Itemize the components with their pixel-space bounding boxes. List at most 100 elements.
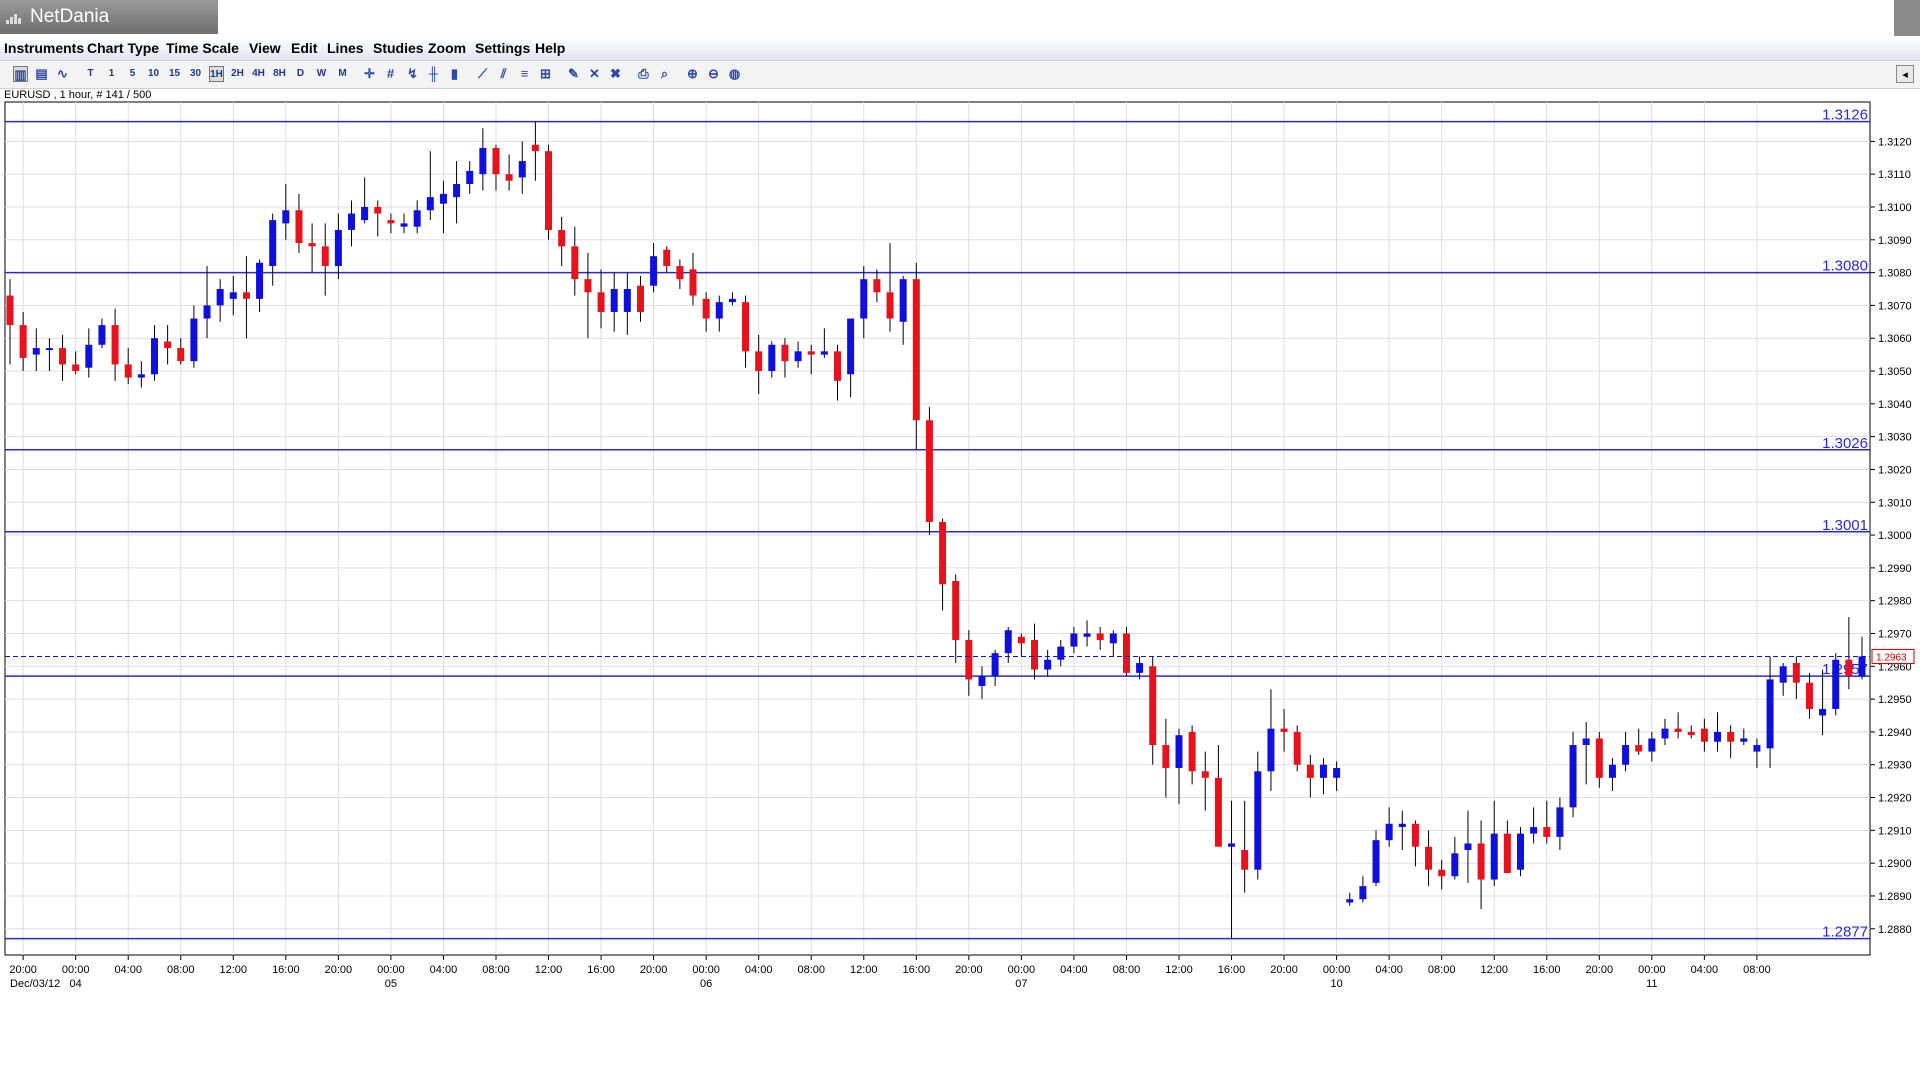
- timeframe-day[interactable]: D: [296, 68, 305, 79]
- level-label: 1.3126: [1822, 107, 1868, 124]
- zoom-reset-icon[interactable]: ◍: [728, 66, 741, 81]
- candle-body: [1188, 731, 1196, 772]
- candle-body: [715, 302, 723, 319]
- y-tick-label: 1.2960: [1878, 661, 1912, 673]
- y-tick-label: 1.2980: [1878, 596, 1912, 608]
- draw-channel-icon[interactable]: ⫽: [500, 66, 507, 81]
- candle-body: [978, 676, 986, 686]
- timeframe-1m[interactable]: 1: [108, 68, 115, 79]
- bar-chart-icon[interactable]: ▤: [35, 66, 48, 81]
- panel-toggle-icon[interactable]: ◂: [1896, 65, 1914, 83]
- line-chart-icon[interactable]: ∿: [57, 66, 68, 81]
- x-tick-label: 12:00: [1165, 964, 1193, 976]
- print-preview-icon[interactable]: ⌕: [660, 66, 669, 81]
- menu-time-scale[interactable]: Time Scale: [166, 40, 239, 56]
- timeframe-1h[interactable]: 1H: [209, 66, 224, 82]
- candle-body: [269, 220, 277, 267]
- draw-fibonacci-icon[interactable]: ≡: [520, 66, 529, 81]
- x-tick-label: 12:00: [1480, 964, 1508, 976]
- candle-body: [1648, 738, 1656, 752]
- candle-body: [98, 325, 106, 345]
- menu-settings[interactable]: Settings: [475, 40, 531, 56]
- menu-zoom[interactable]: Zoom: [428, 40, 467, 56]
- candle-body: [912, 279, 920, 421]
- delete-all-lines-icon[interactable]: ✖: [610, 66, 621, 81]
- y-tick-label: 1.3040: [1878, 399, 1912, 411]
- candle-body: [45, 348, 53, 351]
- timeframe-10m[interactable]: 10: [147, 68, 160, 79]
- menu-view[interactable]: View: [249, 40, 281, 56]
- candle-body: [1464, 843, 1472, 851]
- candle-body: [1346, 899, 1354, 903]
- timeframe-month[interactable]: M: [338, 68, 347, 79]
- menu-lines[interactable]: Lines: [327, 40, 364, 56]
- candle-body: [6, 295, 14, 326]
- delete-line-icon[interactable]: ✕: [589, 66, 600, 81]
- candle-body: [1425, 846, 1433, 870]
- x-tick-label: 00:00: [377, 964, 405, 976]
- candle-body: [768, 344, 776, 372]
- x-tick-label: 00:00: [1638, 964, 1666, 976]
- menu-edit[interactable]: Edit: [291, 40, 318, 56]
- candle-body: [1622, 745, 1630, 765]
- candle-body: [1477, 843, 1485, 880]
- x-tick-label: 08:00: [1743, 964, 1771, 976]
- candle-body: [321, 246, 329, 267]
- y-tick-label: 1.3110: [1878, 169, 1911, 181]
- level-label: 1.3080: [1822, 258, 1868, 275]
- menu-studies[interactable]: Studies: [373, 40, 424, 56]
- y-tick-label: 1.3000: [1878, 530, 1912, 542]
- candle-body: [1727, 731, 1735, 742]
- y-tick-label: 1.3120: [1878, 136, 1912, 148]
- candle-body: [137, 374, 145, 378]
- x-tick-label: 16:00: [1218, 964, 1246, 976]
- y-tick-label: 1.3020: [1878, 464, 1912, 476]
- timeframe-15m[interactable]: 15: [168, 68, 181, 79]
- candle-body: [1845, 659, 1853, 677]
- x-tick-label: 08:00: [1113, 964, 1141, 976]
- x-tick-label: 12:00: [850, 964, 878, 976]
- print-icon[interactable]: ⎙: [638, 66, 649, 81]
- menu-help[interactable]: Help: [535, 40, 566, 56]
- candle-body: [518, 161, 526, 178]
- studies-icon[interactable]: ▮: [450, 66, 459, 81]
- candlestick-chart-icon[interactable]: ▥: [13, 66, 28, 82]
- timeframe-week[interactable]: W: [316, 68, 327, 79]
- volume-icon[interactable]: ╫: [428, 66, 439, 81]
- menu-chart-type[interactable]: Chart Type: [87, 40, 160, 56]
- candlestick-chart[interactable]: 1.2880 1.2890 1.2900 1.2910 1.2920 1.2930 1.29…: [0, 0, 1920, 1000]
- grid-icon[interactable]: #: [386, 66, 395, 81]
- candle-body: [663, 249, 671, 267]
- timeframe-4h[interactable]: 4H: [252, 68, 265, 79]
- timeframe-tick[interactable]: T: [87, 68, 94, 79]
- timeframe-2h[interactable]: 2H: [231, 68, 244, 79]
- candle-body: [781, 344, 789, 362]
- candle-body: [1556, 807, 1564, 837]
- crosshair-icon[interactable]: ✛: [364, 66, 375, 81]
- candle-body: [1319, 764, 1327, 778]
- timeframe-8h[interactable]: 8H: [273, 68, 286, 79]
- x-date-label: 10: [1330, 978, 1342, 990]
- x-tick-label: 08:00: [1428, 964, 1456, 976]
- chart-app-icon: [6, 14, 21, 24]
- draw-gann-icon[interactable]: ⊞: [540, 66, 551, 81]
- candle-body: [925, 420, 933, 522]
- zoom-in-icon[interactable]: ⊕: [687, 66, 698, 81]
- candle-body: [1017, 636, 1025, 644]
- timeframe-5m[interactable]: 5: [129, 68, 136, 79]
- x-date-label: 05: [385, 978, 397, 990]
- candle-body: [1832, 659, 1840, 709]
- zoom-out-icon[interactable]: ⊖: [708, 66, 719, 81]
- candle-body: [177, 348, 185, 362]
- candle-body: [1819, 708, 1827, 716]
- candle-body: [545, 151, 553, 230]
- draw-trendline-icon[interactable]: ⟋: [477, 66, 488, 81]
- timeframe-30m[interactable]: 30: [189, 68, 202, 79]
- candle-body: [242, 292, 250, 299]
- menu-instruments[interactable]: Instruments: [4, 40, 85, 56]
- y-tick-label: 1.3010: [1878, 497, 1912, 509]
- edit-line-icon[interactable]: ✎: [568, 66, 579, 81]
- indicator-icon[interactable]: ↯: [407, 66, 418, 81]
- candle-body: [610, 289, 618, 312]
- candle-body: [190, 318, 198, 362]
